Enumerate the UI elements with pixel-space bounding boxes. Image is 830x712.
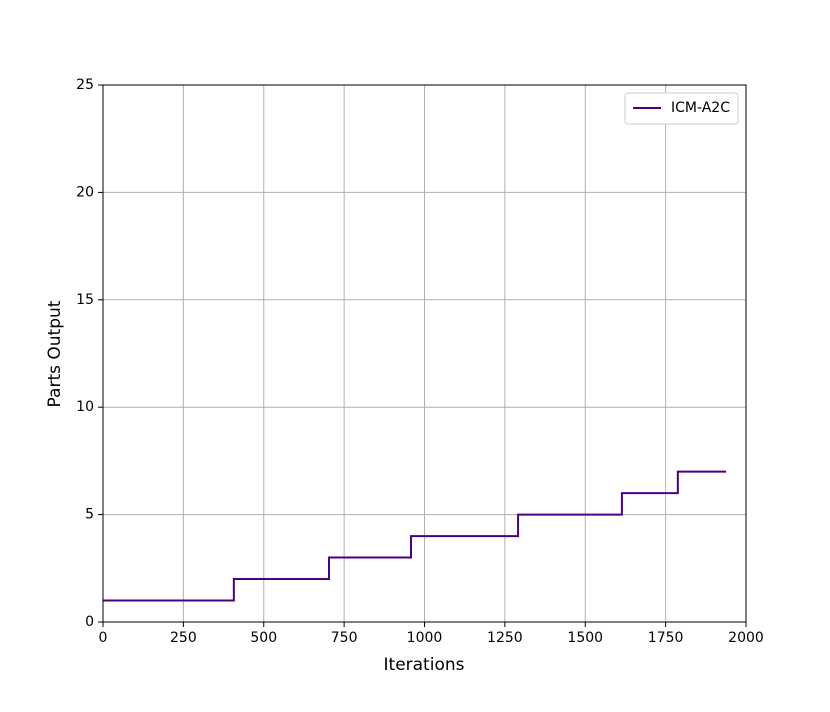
y-tick-label: 10 (76, 399, 94, 415)
x-tick-label: 1000 (407, 630, 443, 646)
x-tick-label: 750 (331, 630, 358, 646)
y-tick-label: 15 (76, 292, 94, 308)
x-axis-label: Iterations (384, 655, 465, 675)
y-tick-label: 0 (85, 614, 94, 630)
x-tick-label: 500 (250, 630, 277, 646)
y-tick-label: 5 (85, 507, 94, 523)
y-tick-label: 20 (76, 184, 94, 200)
series-line (103, 470, 727, 602)
x-tick-label: 1500 (567, 630, 603, 646)
plot-frame (102, 84, 747, 623)
y-axis-label: Parts Output (45, 300, 65, 407)
legend-label: ICM-A2C (671, 100, 730, 116)
y-tick-label: 25 (76, 77, 94, 93)
x-tick-label: 250 (170, 630, 197, 646)
x-tick-label: 1250 (487, 630, 523, 646)
x-tick-label: 2000 (728, 630, 764, 646)
legend-box (624, 92, 739, 125)
x-tick-label: 1750 (648, 630, 684, 646)
x-tick-label: 0 (99, 630, 108, 646)
